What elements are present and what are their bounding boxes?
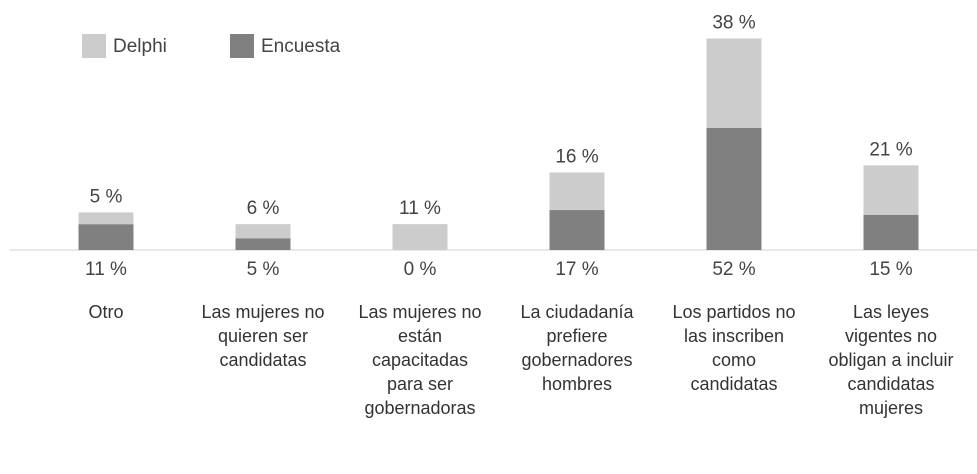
value-label: 11 % xyxy=(399,198,441,219)
legend-swatch xyxy=(82,34,106,58)
value-label: 15 % xyxy=(869,259,912,280)
value-label: 5 % xyxy=(247,259,280,280)
bar-segment xyxy=(235,238,291,250)
value-label: 5 % xyxy=(90,186,123,207)
bar-segment xyxy=(863,214,919,250)
bar-segment xyxy=(549,172,605,211)
category-label: Otro xyxy=(88,302,124,322)
value-label: 11 % xyxy=(85,259,127,280)
category-label: Las mujeres no quieren ser candidatas xyxy=(201,302,325,370)
legend-swatch xyxy=(230,34,254,58)
value-label: 6 % xyxy=(247,198,280,219)
bar-segment xyxy=(549,210,605,250)
value-label: 0 % xyxy=(404,259,437,280)
value-label: 38 % xyxy=(712,13,755,34)
bar-segment xyxy=(78,224,134,250)
category-label: Las leyes vigentes no obligan a incluir … xyxy=(828,302,954,418)
bar-segment xyxy=(235,224,291,239)
category-label: Los partidos no las inscriben como candi… xyxy=(672,302,796,394)
legend-label: Delphi xyxy=(113,36,167,57)
bar-segment xyxy=(863,165,919,215)
value-label: 16 % xyxy=(555,146,598,167)
bar-segment xyxy=(706,127,762,250)
bar-segment xyxy=(706,38,762,128)
category-label: La ciudadanía prefiere gobernadores homb… xyxy=(520,302,634,394)
legend-label: Encuesta xyxy=(261,36,341,57)
value-label: 17 % xyxy=(555,259,598,280)
value-label: 52 % xyxy=(712,259,755,280)
category-label: Las mujeres no están capacitadas para se… xyxy=(358,302,482,418)
bar-segment xyxy=(392,224,448,250)
bar-segment xyxy=(78,212,134,225)
value-label: 21 % xyxy=(869,139,912,160)
